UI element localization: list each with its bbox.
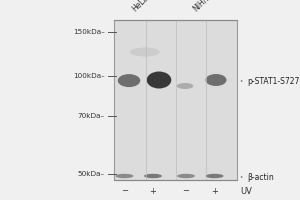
- Bar: [114, 20, 237, 180]
- Text: HeLa: HeLa: [130, 0, 151, 13]
- Text: −: −: [121, 186, 128, 196]
- Ellipse shape: [206, 174, 224, 178]
- Text: UV: UV: [240, 186, 252, 196]
- Ellipse shape: [147, 72, 171, 88]
- Text: +: +: [150, 186, 156, 196]
- Ellipse shape: [144, 174, 162, 178]
- Ellipse shape: [130, 47, 160, 56]
- Text: −: −: [182, 186, 190, 196]
- Text: 100kDa–: 100kDa–: [73, 73, 105, 79]
- Text: 50kDa–: 50kDa–: [78, 171, 105, 177]
- Ellipse shape: [116, 174, 134, 178]
- Text: NIH/3T3: NIH/3T3: [190, 0, 219, 13]
- Text: 150kDa–: 150kDa–: [73, 29, 105, 35]
- Text: +: +: [211, 186, 218, 196]
- Ellipse shape: [118, 74, 140, 87]
- Text: 70kDa–: 70kDa–: [78, 113, 105, 119]
- Ellipse shape: [177, 83, 194, 89]
- Ellipse shape: [177, 174, 195, 178]
- Ellipse shape: [206, 74, 226, 86]
- Text: β-actin: β-actin: [241, 172, 274, 182]
- Text: p-STAT1-S727: p-STAT1-S727: [241, 76, 300, 86]
